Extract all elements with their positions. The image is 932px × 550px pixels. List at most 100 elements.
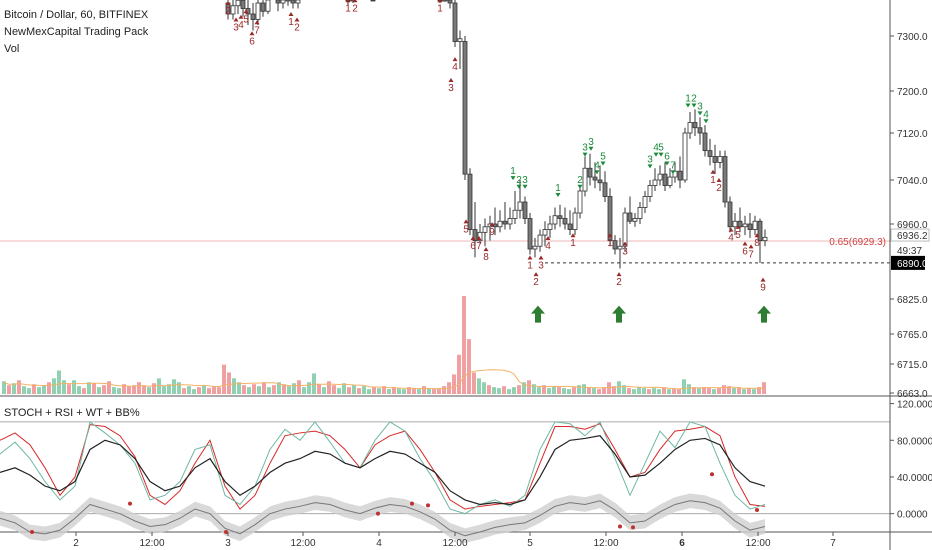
td-buy-count: 2 <box>352 3 358 14</box>
candle-body <box>280 0 286 4</box>
td-buy-count: 1 <box>437 3 443 14</box>
volume-bar <box>742 389 746 394</box>
td-buy-marker <box>742 241 748 246</box>
td-buy-marker <box>225 1 231 5</box>
volume-bar <box>607 382 611 394</box>
td-sell-count: 2 <box>691 94 697 105</box>
volume-bar <box>122 384 126 394</box>
indicator-pack-legend[interactable]: NewMexCapital Trading Pack <box>4 26 149 38</box>
candle-body <box>687 122 693 134</box>
volume-bar <box>417 389 421 394</box>
td-sell-count: 4 <box>703 109 709 120</box>
volume-bar <box>72 380 76 394</box>
td-sell-marker <box>670 170 676 175</box>
candle-body <box>762 236 768 242</box>
volume-bar <box>92 383 96 394</box>
volume-bar <box>442 386 446 394</box>
symbol-legend[interactable]: Bitcoin / Dollar, 60, BITFINEX <box>4 9 149 21</box>
support-price-label: 6890.0 <box>897 259 928 270</box>
volume-pane <box>2 296 766 394</box>
volume-bar <box>52 378 56 394</box>
volume-bar <box>252 384 256 394</box>
volume-bar <box>157 378 161 394</box>
osc-tick-label: 0.0000 <box>897 510 928 521</box>
price-tick-label: 7300.0 <box>897 32 928 43</box>
volume-bar <box>697 388 701 394</box>
volume-bar <box>667 389 671 394</box>
candle-body <box>457 38 463 42</box>
volume-bar <box>377 388 381 394</box>
volume-bar <box>497 388 501 394</box>
volume-bar <box>592 388 596 394</box>
td-sell-marker <box>555 193 561 197</box>
volume-bar <box>227 372 231 394</box>
td-buy-count: 2 <box>294 23 300 34</box>
volume-bar <box>552 386 556 394</box>
buy-arrow-icon <box>612 305 626 323</box>
buy-arrow-icon <box>531 305 545 323</box>
time-tick-label: 7 <box>830 538 836 549</box>
volume-bar <box>282 384 286 394</box>
volume-bar <box>202 385 206 394</box>
volume-legend[interactable]: Vol <box>4 43 20 55</box>
current-price-tag-bg <box>890 228 930 242</box>
td-buy-marker <box>470 236 476 240</box>
volume-bar <box>172 379 176 394</box>
volume-bar <box>127 386 131 394</box>
candle-body <box>522 201 528 219</box>
volume-bar <box>512 387 516 394</box>
td-sell-marker <box>594 170 600 175</box>
td-buy-marker <box>622 241 628 246</box>
td-sell-count: 3 <box>522 175 528 186</box>
candle-body <box>587 167 593 178</box>
candle-body <box>467 173 473 230</box>
volume-bar <box>617 381 621 394</box>
td-sell-count: 2 <box>577 175 583 186</box>
oscillator-legend[interactable]: STOCH + RSI + WT + BB% <box>4 407 140 419</box>
td-buy-marker <box>538 255 544 260</box>
volume-bar <box>487 385 491 394</box>
td-sell-marker <box>703 119 709 124</box>
td-buy-count: 3 <box>538 260 544 271</box>
volume-bar <box>352 385 356 394</box>
volume-bar <box>77 386 81 394</box>
volume-bar <box>437 388 441 394</box>
td-buy-count: 3 <box>448 83 454 94</box>
candle-body <box>442 0 448 2</box>
candle-body <box>647 185 653 197</box>
candle-body <box>627 212 633 222</box>
support-price-tag-bg <box>891 255 925 270</box>
volume-bar <box>232 378 236 394</box>
price-tick-label: 7200.0 <box>897 87 928 98</box>
volume-bar <box>317 384 321 394</box>
osc-tick-label: 120.0000 <box>897 400 932 411</box>
volume-bar <box>362 386 366 394</box>
td-buy-marker <box>437 0 443 3</box>
volume-bar <box>537 387 541 394</box>
volume-bar <box>22 386 26 394</box>
candle-body <box>692 122 698 129</box>
volume-bar <box>597 389 601 394</box>
volume-bar <box>407 387 411 394</box>
td-sell-count: 4 <box>653 143 659 154</box>
candle-body <box>722 156 728 203</box>
td-sell-marker <box>516 184 522 189</box>
candle-body <box>737 220 743 228</box>
rsi-line <box>0 421 766 515</box>
td-buy-marker <box>728 227 734 232</box>
candle-body <box>497 220 503 228</box>
volume-bar <box>572 387 576 394</box>
volume-bar <box>602 387 606 394</box>
candle-body <box>265 0 271 12</box>
td-sell-marker <box>664 161 670 166</box>
volume-bar <box>62 380 66 394</box>
volume-bar <box>257 386 261 394</box>
volume-bar <box>662 387 666 394</box>
td-buy-marker <box>483 247 489 252</box>
volume-bar <box>482 382 486 394</box>
td-buy-marker <box>463 219 469 224</box>
td-sell-count: 1 <box>510 166 516 177</box>
candle-body <box>667 176 673 186</box>
